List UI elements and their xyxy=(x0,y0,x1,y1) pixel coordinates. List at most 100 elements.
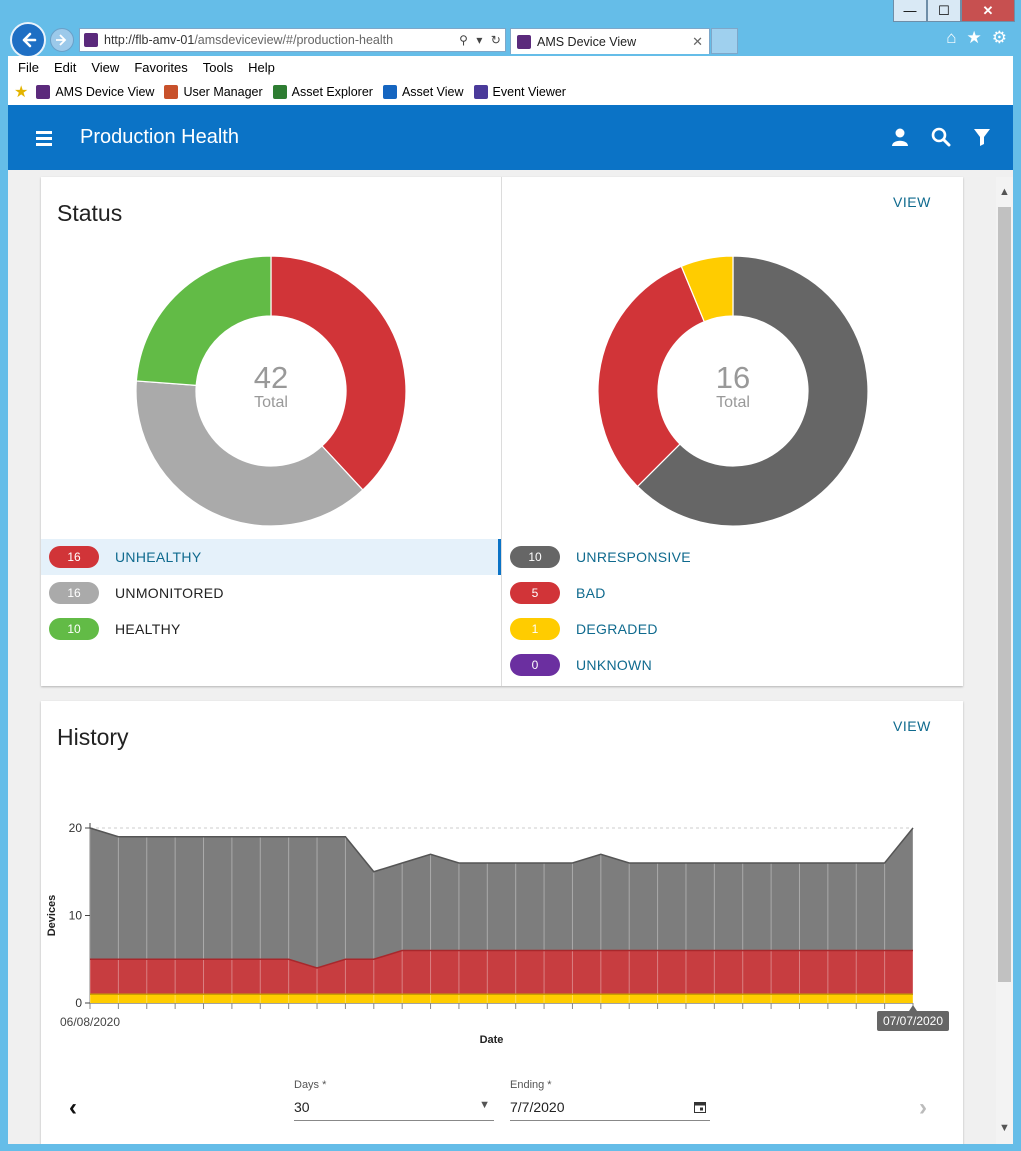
address-bar[interactable]: http://flb-amv-01/amsdeviceview/#/produc… xyxy=(79,28,506,52)
menu-tools[interactable]: Tools xyxy=(202,59,234,75)
minimize-button[interactable]: — xyxy=(893,0,927,22)
legend-row-unhealthy[interactable]: 16 UNHEALTHY xyxy=(41,539,501,575)
favorite-user-manager[interactable]: User Manager xyxy=(164,84,263,99)
status-divider xyxy=(501,177,502,686)
browser-right-icons: ⌂ ★ ⚙ xyxy=(946,28,1007,48)
calendar-icon[interactable] xyxy=(694,1101,706,1113)
header-actions xyxy=(891,127,991,147)
history-area-chart: 0 10 20 Devices Date 06/08/2020 07/07/2020 xyxy=(46,821,949,1046)
menu-help[interactable]: Help xyxy=(248,59,275,75)
dropdown-icon[interactable]: ▾ xyxy=(476,33,483,47)
ending-date-field[interactable]: Ending * 7/7/2020 xyxy=(510,1079,710,1121)
days-value[interactable]: 30 xyxy=(294,1099,310,1115)
back-button[interactable] xyxy=(10,22,46,58)
unhealthy-count-badge: 16 xyxy=(49,546,99,568)
history-view-link[interactable]: VIEW xyxy=(893,718,931,734)
history-card: History VIEW 0 10 20 Devices Date 06/08/2020 0… xyxy=(41,701,963,1144)
bad-label[interactable]: BAD xyxy=(576,585,606,601)
previous-page-button[interactable]: ‹ xyxy=(69,1094,77,1121)
gear-icon[interactable]: ⚙ xyxy=(991,28,1007,47)
search-icon[interactable]: ⚲ xyxy=(459,33,468,47)
arrow-right-icon xyxy=(56,34,67,46)
healthy-count-badge: 10 xyxy=(49,618,99,640)
device-status-slice-degraded[interactable] xyxy=(680,255,734,323)
browser-tab[interactable]: AMS Device View ✕ xyxy=(510,28,710,54)
scroll-up-icon[interactable]: ▲ xyxy=(999,185,1010,198)
unresponsive-label[interactable]: UNRESPONSIVE xyxy=(576,549,691,565)
vertical-scrollbar[interactable]: ▲ ▼ xyxy=(996,177,1013,1144)
legend-row-unknown[interactable]: 0 UNKNOWN xyxy=(502,647,652,683)
event-icon xyxy=(473,84,488,99)
folder-icon xyxy=(272,84,287,99)
site-favicon xyxy=(84,33,98,47)
menu-file[interactable]: File xyxy=(18,59,39,75)
next-page-button[interactable]: › xyxy=(919,1094,927,1121)
tooltip-box xyxy=(877,1011,949,1031)
series-line-2 xyxy=(89,827,914,873)
health-slice-unmonitored[interactable] xyxy=(135,380,364,527)
maximize-button[interactable]: ☐ xyxy=(927,0,961,22)
x-start-label: 06/08/2020 xyxy=(60,1015,120,1029)
search-icon[interactable] xyxy=(931,127,951,147)
health-total-label: Total xyxy=(254,394,288,411)
favorites-star-icon[interactable]: ★ xyxy=(14,83,29,101)
active-legend-indicator xyxy=(498,539,501,575)
health-slice-unhealthy[interactable] xyxy=(270,255,407,491)
new-tab-button[interactable] xyxy=(711,28,738,54)
menu-view[interactable]: View xyxy=(91,59,120,75)
favorite-asset-view[interactable]: Asset View xyxy=(382,84,464,99)
health-slice-healthy[interactable] xyxy=(135,255,272,387)
tab-favicon xyxy=(517,34,531,49)
days-label: Days * xyxy=(294,1079,327,1091)
user-icon[interactable] xyxy=(891,127,909,147)
forward-button[interactable] xyxy=(50,28,74,52)
health-donut-center: 42 Total xyxy=(221,362,321,412)
device-status-donut-chart xyxy=(597,255,869,527)
legend-row-bad[interactable]: 5 BAD xyxy=(502,575,606,611)
scroll-thumb[interactable] xyxy=(998,207,1011,982)
unhealthy-label[interactable]: UNHEALTHY xyxy=(115,549,202,565)
url-text: http://flb-amv-01/amsdeviceview/#/produc… xyxy=(104,33,394,47)
degraded-label[interactable]: DEGRADED xyxy=(576,621,658,637)
status-view-link[interactable]: VIEW xyxy=(893,194,931,210)
legend-row-unresponsive[interactable]: 10 UNRESPONSIVE xyxy=(502,539,691,575)
device-status-slice-unresponsive[interactable] xyxy=(636,255,869,527)
history-title: History xyxy=(57,724,129,750)
device-status-donut-center: 16 Total xyxy=(683,362,783,412)
scroll-down-icon[interactable]: ▼ xyxy=(999,1121,1010,1134)
menu-icon[interactable] xyxy=(36,131,52,146)
menu-favorites[interactable]: Favorites xyxy=(134,59,188,75)
shield-icon xyxy=(36,84,51,99)
unmonitored-count-badge: 16 xyxy=(49,582,99,604)
degraded-count-badge: 1 xyxy=(510,618,560,640)
dropdown-arrow-icon[interactable]: ▼ xyxy=(479,1099,490,1111)
close-button[interactable]: ✕ xyxy=(961,0,1015,22)
y-tick-label: 10 xyxy=(69,909,83,923)
menu-edit[interactable]: Edit xyxy=(53,59,77,75)
arrow-left-icon xyxy=(22,32,37,48)
unresponsive-count-badge: 10 xyxy=(510,546,560,568)
favorite-event-viewer[interactable]: Event Viewer xyxy=(473,84,566,99)
users-icon xyxy=(164,84,179,99)
legend-row-degraded[interactable]: 1 DEGRADED xyxy=(502,611,658,647)
days-field[interactable]: Days * 30 ▼ xyxy=(294,1079,494,1121)
healthy-label: HEALTHY xyxy=(115,621,181,637)
y-tick-label: 0 xyxy=(75,996,82,1010)
ending-label: Ending * xyxy=(510,1079,552,1091)
series-line-1 xyxy=(90,949,913,969)
tab-close-icon[interactable]: ✕ xyxy=(692,33,703,49)
health-total-count: 42 xyxy=(253,360,289,395)
unknown-label[interactable]: UNKNOWN xyxy=(576,657,652,673)
favorites-star-icon[interactable]: ★ xyxy=(966,28,982,47)
favorite-asset-explorer[interactable]: Asset Explorer xyxy=(272,84,373,99)
legend-row-healthy[interactable]: 10 HEALTHY xyxy=(41,611,501,647)
address-tools: ⚲ ▾ ↻ xyxy=(455,33,505,47)
refresh-icon[interactable]: ↻ xyxy=(490,33,501,47)
x-end-label: 07/07/2020 xyxy=(883,1014,943,1028)
device-status-slice-bad[interactable] xyxy=(597,265,706,488)
home-icon[interactable]: ⌂ xyxy=(946,28,957,47)
favorite-ams-device-view[interactable]: AMS Device View xyxy=(36,84,154,99)
filter-icon[interactable] xyxy=(973,127,991,147)
ending-value[interactable]: 7/7/2020 xyxy=(510,1099,565,1115)
legend-row-unmonitored[interactable]: 16 UNMONITORED xyxy=(41,575,501,611)
